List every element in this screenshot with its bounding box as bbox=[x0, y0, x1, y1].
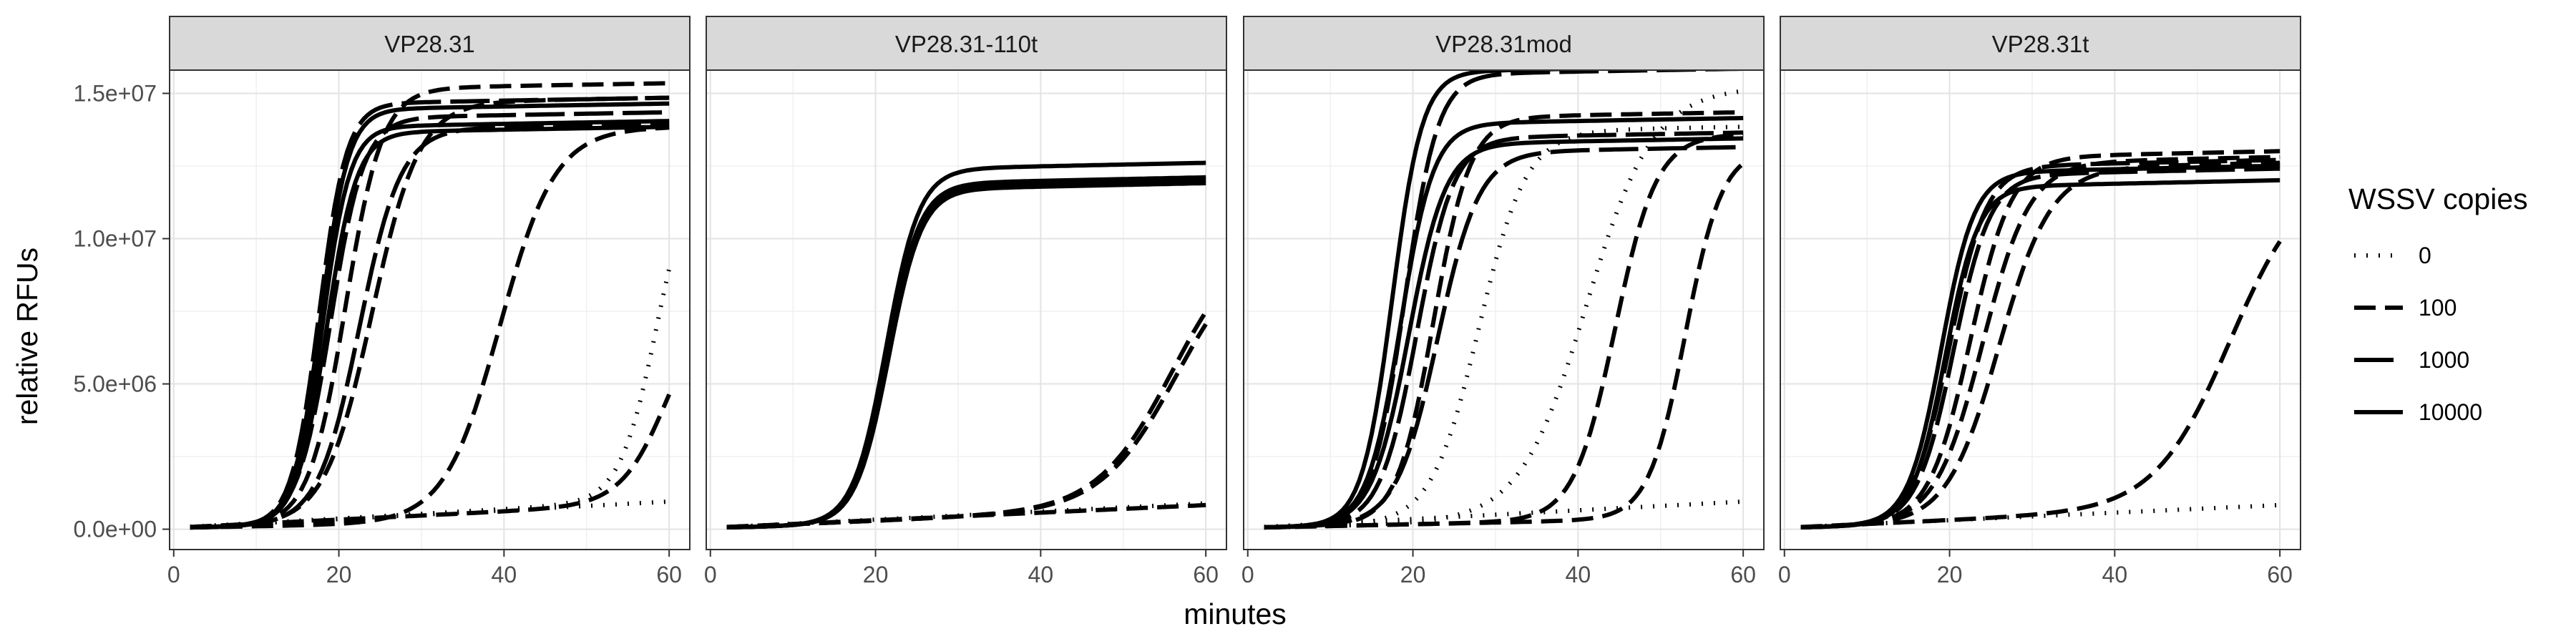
series-line-100 bbox=[190, 394, 671, 530]
plot-area bbox=[706, 70, 1226, 550]
series-line-1000 bbox=[1264, 70, 1744, 530]
x-tick-label: 20 bbox=[326, 562, 352, 587]
facet-strip bbox=[169, 16, 691, 71]
facet-strip-label: VP28.31mod bbox=[1435, 31, 1572, 57]
series-group bbox=[1800, 149, 2282, 530]
series-group bbox=[726, 160, 1208, 530]
legend-label-1000: 1000 bbox=[2419, 347, 2469, 373]
x-tick-label: 0 bbox=[167, 562, 180, 587]
legend: WSSV copies 0 100 1000 10000 bbox=[2348, 182, 2528, 425]
series-line-100 bbox=[190, 95, 670, 530]
facet-strip-label: VP28.31 bbox=[384, 31, 475, 57]
series-line-100 bbox=[1264, 162, 1745, 530]
facet-strip-label: VP28.31-110t bbox=[895, 31, 1038, 57]
facet-strip bbox=[706, 16, 1227, 71]
x-tick-label: 20 bbox=[1937, 562, 1963, 587]
x-tick-label: 40 bbox=[1566, 562, 1591, 587]
series-line-100 bbox=[190, 125, 670, 530]
y-tick-label: 5.0e+06 bbox=[73, 371, 157, 397]
facet-panel: VP28.31-110t 0 20 40 60 bbox=[704, 16, 1227, 587]
facet-panels: VP28.31 0 20 40 60 0.0e+00 5.0e+06 1.0e+07 1.5e+… bbox=[73, 16, 2301, 587]
y-axis-title: relative RFUs bbox=[11, 248, 44, 425]
facet-panel: VP28.31t 0 20 40 60 bbox=[1778, 16, 2301, 587]
series-line-1000 bbox=[190, 109, 670, 530]
x-tick-label: 60 bbox=[656, 562, 682, 587]
facet-strip bbox=[1780, 16, 2301, 71]
x-tick-label: 60 bbox=[1730, 562, 1756, 587]
plot-area bbox=[1780, 70, 2301, 550]
x-axis-title: minutes bbox=[1184, 597, 1287, 630]
facet-panel: VP28.31mod 0 20 40 60 bbox=[1241, 16, 1765, 587]
y-tick-label: 1.0e+07 bbox=[73, 226, 157, 252]
x-tick-label: 60 bbox=[2267, 562, 2293, 587]
facet-strip-label: VP28.31t bbox=[1992, 31, 2089, 57]
x-tick-label: 20 bbox=[1400, 562, 1426, 587]
x-tick-label: 0 bbox=[1241, 562, 1254, 587]
y-tick-label: 1.5e+07 bbox=[73, 80, 157, 106]
x-tick-label: 20 bbox=[863, 562, 889, 587]
facet-strip bbox=[1243, 16, 1765, 71]
series-line-100 bbox=[1800, 240, 2282, 530]
x-tick-label: 40 bbox=[2102, 562, 2128, 587]
x-tick-label: 0 bbox=[1778, 562, 1791, 587]
series-line-100 bbox=[1264, 109, 1744, 530]
legend-label-10000: 10000 bbox=[2419, 399, 2482, 425]
x-tick-label: 40 bbox=[492, 562, 517, 587]
legend-label-100: 100 bbox=[2419, 295, 2457, 321]
series-group bbox=[190, 81, 672, 530]
x-tick-label: 0 bbox=[704, 562, 717, 587]
x-tick-label: 60 bbox=[1193, 562, 1219, 587]
legend-title: WSSV copies bbox=[2348, 182, 2528, 215]
series-line-1000 bbox=[1264, 130, 1744, 530]
x-tick-label: 40 bbox=[1028, 562, 1054, 587]
facet-panel: VP28.31 0 20 40 60 0.0e+00 5.0e+06 1.0e+07 1.5e+… bbox=[73, 16, 691, 587]
series-line-100 bbox=[726, 502, 1206, 530]
legend-label-0: 0 bbox=[2419, 243, 2431, 268]
y-tick-label: 0.0e+00 bbox=[73, 517, 157, 542]
